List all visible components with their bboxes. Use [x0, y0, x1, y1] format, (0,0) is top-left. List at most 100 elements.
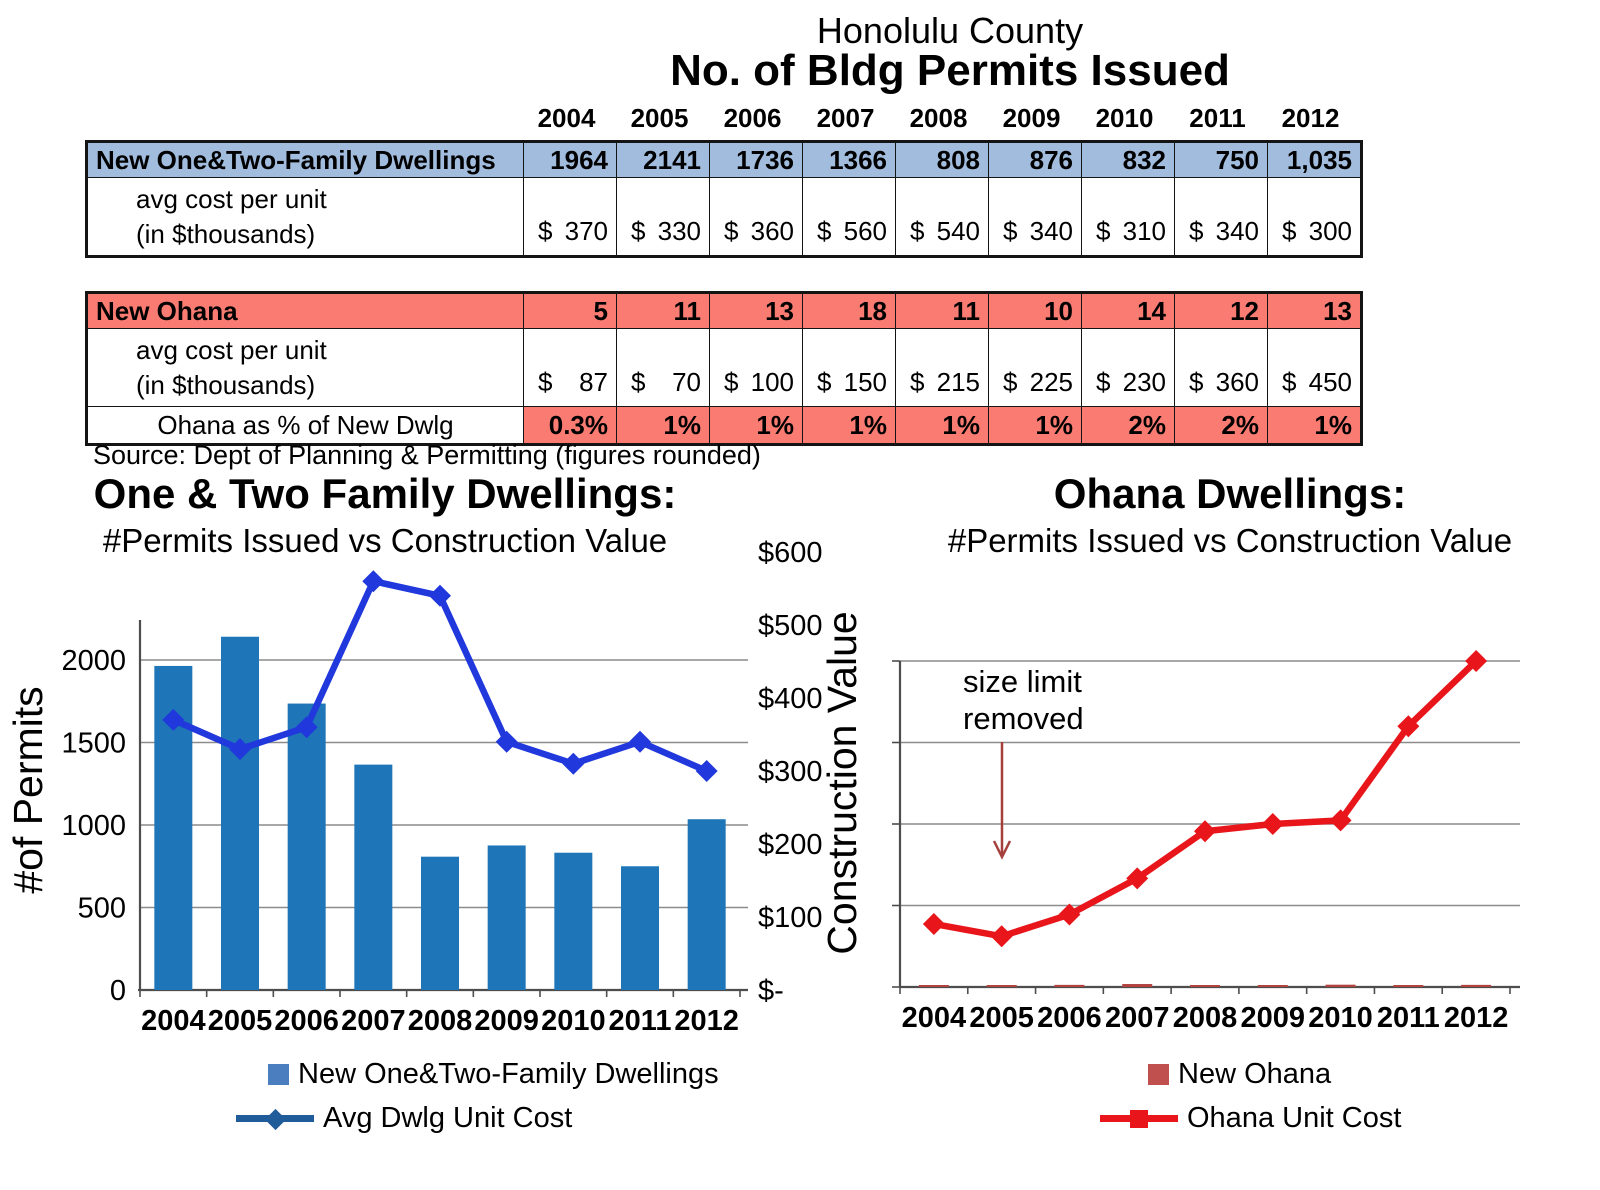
diamond-marker — [990, 925, 1013, 948]
cost-label-line: avg cost per unit — [136, 334, 327, 365]
ohana-table: New Ohana 5 11 13 18 11 10 14 12 13 avg cost per u… — [85, 291, 1363, 446]
slide-title: No. of Bldg Permits Issued — [670, 46, 1230, 95]
x-tick-label: 2005 — [208, 1005, 273, 1037]
annotation-arrowhead — [992, 840, 1012, 860]
y-axis-title: #of Permits — [5, 686, 51, 893]
source-note: Source: Dept of Planning & Permitting (f… — [93, 440, 761, 470]
bar — [221, 636, 259, 990]
cost-value: 215 — [936, 367, 980, 397]
table-cell: 13 — [1267, 294, 1360, 328]
table-cell: 832 — [1081, 143, 1174, 177]
table-cell: $450 — [1267, 328, 1360, 406]
x-tick-label: 2004 — [141, 1005, 206, 1037]
table-row-label: avg cost per unit (in $thousands) — [88, 177, 523, 255]
annotation-text: removed — [963, 701, 1084, 736]
diamond-marker — [229, 738, 251, 761]
table-cell: 876 — [988, 143, 1081, 177]
bar — [986, 985, 1017, 987]
line-square-swatch-icon — [1100, 1106, 1178, 1132]
currency-symbol: $ — [1096, 216, 1111, 246]
cost-value: 330 — [657, 216, 701, 246]
table-cell: $150 — [802, 328, 895, 406]
currency-symbol: $ — [1189, 216, 1204, 246]
bar-swatch-icon — [1148, 1064, 1169, 1085]
y2-tick-label: $400 — [758, 683, 823, 715]
year-header: 2009 — [1002, 102, 1061, 133]
currency-symbol: $ — [817, 367, 832, 397]
x-tick-label: 2011 — [1377, 1002, 1440, 1034]
year-header: 2007 — [816, 102, 875, 133]
x-tick-label: 2004 — [902, 1002, 967, 1034]
cost-label-line: (in $thousands) — [136, 369, 316, 400]
x-tick-label: 2006 — [274, 1005, 339, 1037]
currency-symbol: $ — [538, 216, 553, 246]
table-cell: $70 — [616, 328, 709, 406]
y2-tick-label: $600 — [758, 537, 823, 569]
table-cell: $330 — [616, 177, 709, 255]
legend-label: New Ohana — [1178, 1058, 1332, 1090]
table-cell: 1% — [988, 406, 1081, 443]
diamond-marker — [295, 716, 318, 739]
cost-value: 560 — [843, 216, 887, 246]
x-tick-label: 2006 — [1037, 1002, 1102, 1034]
diamond-marker — [562, 752, 585, 775]
currency-symbol: $ — [631, 216, 646, 246]
ohana-chart: 2004 2005 2006 2007 2008 2009 2010 2011 2012 size… — [892, 650, 1520, 1034]
diamond-marker — [362, 570, 385, 593]
dwellings-chart-title: One & Two Family Dwellings: — [93, 470, 677, 517]
cost-value: 370 — [564, 216, 608, 246]
bar — [1054, 984, 1085, 987]
table-cell: 2% — [1174, 406, 1267, 443]
cost-value: 100 — [750, 367, 794, 397]
bar — [1122, 984, 1153, 987]
table-cell: $225 — [988, 328, 1081, 406]
cost-label-line: avg cost per unit — [136, 183, 327, 214]
y2-tick-label: $200 — [758, 829, 823, 861]
table-cell: 1% — [616, 406, 709, 443]
year-header: 2005 — [630, 102, 689, 133]
table-cell: 0.3% — [523, 406, 616, 443]
currency-symbol: $ — [1003, 367, 1018, 397]
diamond-marker — [495, 730, 518, 753]
slide-supertitle: Honolulu County — [816, 10, 1084, 51]
table-cell: 1% — [1267, 406, 1360, 443]
bar — [1257, 985, 1288, 987]
year-header: 2010 — [1095, 102, 1154, 133]
x-tick-label: 2012 — [1444, 1002, 1509, 1034]
table-cell: 5 — [523, 294, 616, 328]
table-cell: 1,035 — [1267, 143, 1360, 177]
diamond-marker — [162, 708, 185, 731]
table-cell: $360 — [709, 177, 802, 255]
table-cell: 1964 — [523, 143, 616, 177]
table-cell: $300 — [1267, 177, 1360, 255]
bar — [621, 866, 659, 990]
ohana-chart-title: Ohana Dwellings: — [1053, 470, 1407, 517]
table-cell: $360 — [1174, 328, 1267, 406]
currency-symbol: $ — [817, 216, 832, 246]
table-cell: 10 — [988, 294, 1081, 328]
diamond-marker — [1329, 809, 1352, 832]
dwellings-chart: 0 500 1000 1500 2000 $- $100 $200 $300 $400 $500 $6… — [5, 537, 865, 1037]
annotation-text: size limit — [963, 664, 1082, 699]
year-header: 2004 — [537, 102, 596, 133]
cost-value: 150 — [843, 367, 887, 397]
cost-value: 340 — [1215, 216, 1259, 246]
table-row-label: Ohana as % of New Dwlg — [88, 406, 523, 443]
x-tick-label: 2010 — [1308, 1002, 1373, 1034]
table-cell: 1366 — [802, 143, 895, 177]
y2-tick-label: $100 — [758, 902, 823, 934]
currency-symbol: $ — [1003, 216, 1018, 246]
cost-value: 230 — [1122, 367, 1166, 397]
table-cell: $340 — [1174, 177, 1267, 255]
table-row-label: New One&Two-Family Dwellings — [88, 143, 523, 177]
table-cell: 12 — [1174, 294, 1267, 328]
bar — [554, 852, 593, 990]
legend-item-ohana-bars: New Ohana — [1148, 1058, 1331, 1091]
table-row-label: avg cost per unit (in $thousands) — [88, 328, 523, 406]
table-row-label: New Ohana — [88, 294, 523, 328]
bar — [287, 703, 326, 990]
table-cell: $560 — [802, 177, 895, 255]
currency-symbol: $ — [1096, 367, 1111, 397]
x-tick-label: 2011 — [609, 1005, 672, 1037]
table-cell: $87 — [523, 328, 616, 406]
